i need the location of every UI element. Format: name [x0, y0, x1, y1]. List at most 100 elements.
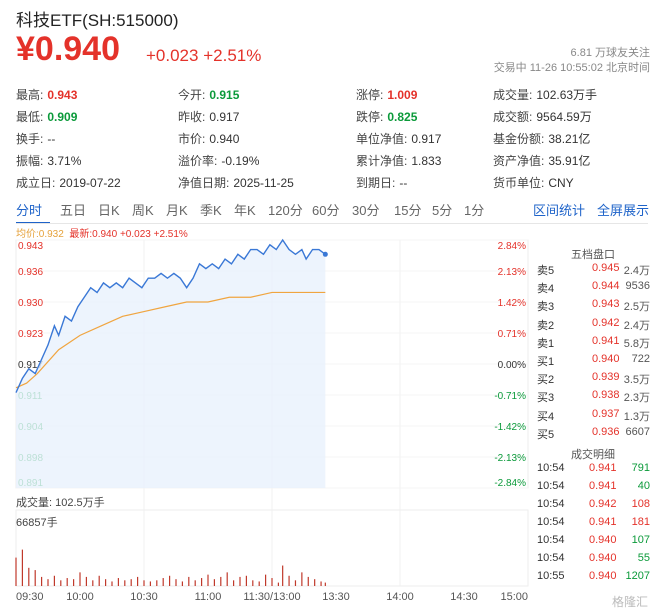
x-tick: 15:00	[500, 591, 528, 603]
tab-8[interactable]: 60分	[312, 203, 340, 218]
order-book-level: 买4	[537, 410, 555, 423]
volume-bar	[245, 575, 247, 586]
volume-bar	[149, 581, 151, 586]
trade-volume: 107	[631, 534, 650, 546]
volume-axis-max: 66857手	[16, 517, 58, 529]
volume-bar	[307, 576, 309, 586]
stat-item: 振幅: 3.71%	[16, 152, 81, 169]
tab-5[interactable]: 季K	[200, 203, 222, 218]
followers-info: 6.81 万球友关注	[571, 44, 650, 60]
stat-label: 基金份额:	[493, 132, 545, 146]
order-book-price: 0.938	[592, 389, 620, 402]
order-book-level: 买1	[537, 356, 555, 368]
stat-label: 成立日:	[16, 176, 56, 190]
volume-bar	[60, 580, 62, 586]
stat-item: 最高: 0.943	[16, 86, 77, 103]
stat-value: 1.833	[411, 154, 442, 168]
range-stats-link[interactable]: 区间统计	[533, 203, 586, 218]
volume-bar	[239, 576, 241, 586]
stat-label: 换手:	[16, 132, 44, 146]
volume-bar	[314, 579, 316, 586]
order-book-price: 0.939	[592, 371, 620, 384]
tab-2[interactable]: 日K	[98, 203, 120, 218]
stat-label: 溢价率:	[178, 154, 218, 168]
order-book-volume: 1.3万	[623, 410, 650, 423]
volume-bar	[73, 579, 75, 586]
tab-6[interactable]: 年K	[234, 203, 256, 218]
trade-row: 10:54 0.941 181	[532, 516, 654, 534]
volume-bar	[277, 582, 279, 586]
stat-item: 成交额: 9564.59万	[493, 108, 592, 125]
order-book-volume: 5.8万	[623, 337, 650, 350]
order-book-row: 买2 0.939 3.5万	[532, 371, 654, 389]
y-tick-right: -1.42%	[494, 422, 526, 433]
trade-row: 10:54 0.942 108	[532, 498, 654, 516]
volume-bar	[294, 580, 297, 586]
trade-price: 0.941	[589, 480, 617, 492]
volume-bar	[320, 581, 322, 586]
fullscreen-link[interactable]: 全屏展示	[597, 203, 650, 218]
order-book-level: 卖1	[537, 337, 555, 350]
stat-item: 换手: --	[16, 130, 55, 147]
stat-value: 38.21亿	[548, 132, 591, 146]
price-change: +0.023 +2.51%	[146, 46, 261, 66]
stat-item: 市价: 0.940	[178, 130, 239, 147]
volume-bar	[105, 579, 107, 586]
stat-label: 今开:	[178, 88, 206, 102]
volume-bar	[271, 578, 273, 586]
volume-bar	[288, 575, 290, 586]
stat-item: 成交量: 102.63万手	[493, 86, 597, 103]
stat-item: 成立日: 2019-07-22	[16, 174, 121, 191]
tab-3[interactable]: 周K	[132, 203, 154, 218]
y-tick-left: 0.930	[18, 298, 43, 309]
tab-4[interactable]: 月K	[166, 203, 188, 218]
order-book-volume: 6607	[625, 425, 650, 438]
stat-item: 今开: 0.915	[178, 86, 239, 103]
y-tick-left: 0.943	[18, 241, 43, 252]
stat-label: 最低:	[16, 110, 44, 124]
volume-bar	[220, 576, 222, 586]
volume-bar	[98, 575, 100, 586]
stat-item: 到期日: --	[356, 174, 407, 191]
price-area	[16, 240, 326, 488]
volume-bar	[207, 574, 209, 586]
stat-item: 跌停: 0.825	[356, 108, 417, 125]
order-book-volume: 2.3万	[623, 392, 650, 405]
volume-bar	[41, 576, 43, 586]
tab-7[interactable]: 120分	[268, 203, 303, 218]
y-tick-left: 0.917	[18, 360, 43, 371]
volume-bar	[47, 579, 49, 586]
tab-10[interactable]: 15分	[394, 203, 422, 218]
x-tick: 11:30/13:00	[243, 591, 300, 603]
trade-row: 10:54 0.941 40	[532, 480, 654, 498]
tab-1[interactable]: 五日	[60, 203, 87, 218]
trade-time: 10:54	[537, 462, 565, 474]
stat-label: 成交量:	[493, 88, 533, 102]
order-book-volume: 3.5万	[623, 374, 650, 387]
follow-button[interactable]: 6.81 万球友关注	[570, 47, 650, 59]
y-tick-left: 0.936	[18, 267, 43, 278]
volume-bar	[92, 580, 94, 586]
stat-item: 净值日期: 2025-11-25	[178, 174, 294, 191]
order-book-price: 0.937	[592, 407, 620, 420]
stat-value: 0.940	[209, 132, 240, 146]
trade-row: 10:55 0.940 1207	[532, 570, 654, 588]
y-tick-right: 0.71%	[498, 329, 526, 340]
trade-volume: 108	[631, 498, 650, 510]
x-tick: 14:30	[450, 591, 478, 603]
trade-time: 10:54	[537, 480, 565, 492]
tab-12[interactable]: 1分	[464, 203, 485, 218]
tab-11[interactable]: 5分	[432, 203, 453, 218]
stat-item: 涨停: 1.009	[356, 86, 417, 103]
tab-0[interactable]: 分时	[16, 203, 43, 218]
stat-label: 单位净值:	[356, 132, 408, 146]
volume-bar	[265, 574, 267, 586]
x-tick: 09:30	[16, 591, 44, 603]
y-tick-right: -0.71%	[494, 391, 526, 402]
tab-9[interactable]: 30分	[352, 203, 380, 218]
stat-value: 2025-11-25	[233, 176, 294, 190]
last-price-legend: 最新:0.940 +0.023 +2.51%	[69, 229, 188, 240]
volume-bar	[21, 549, 23, 586]
y-tick-right: 2.13%	[498, 267, 526, 278]
